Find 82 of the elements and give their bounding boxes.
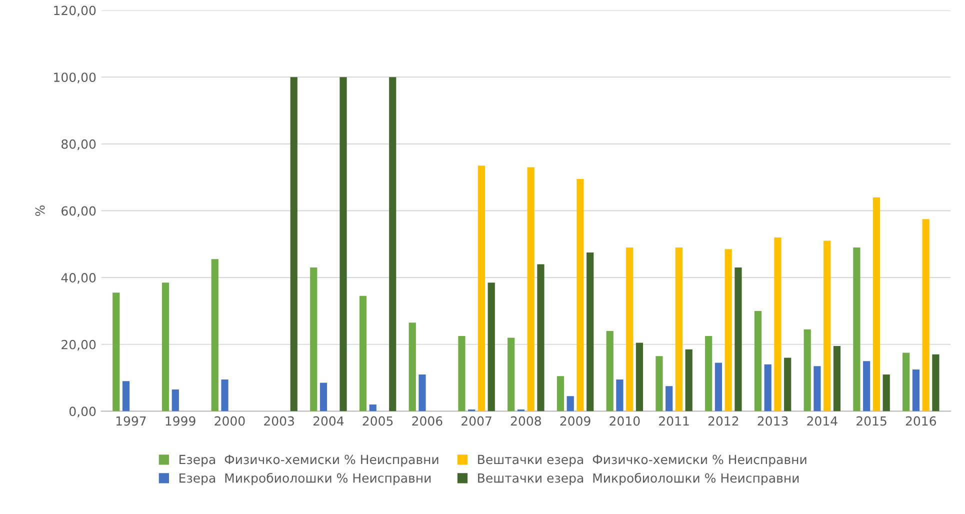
bar (369, 404, 376, 412)
bar (211, 259, 218, 412)
bar (310, 268, 318, 412)
x-tick-label: 2013 (758, 416, 788, 426)
bar (508, 338, 515, 412)
bar (359, 296, 367, 412)
bar (408, 322, 416, 412)
y-axis-title: % (35, 205, 45, 216)
y-tick-label: 100,00 (54, 72, 96, 84)
bar (606, 331, 614, 412)
x-tick-label: 1997 (116, 416, 146, 426)
bar (122, 381, 130, 412)
x-tick-label: 2009 (560, 416, 590, 426)
y-tick-label: 120,00 (54, 6, 96, 16)
bar (478, 166, 486, 412)
bar (340, 77, 347, 412)
x-tick-label: 2016 (906, 416, 936, 426)
bar (290, 77, 298, 412)
bar (656, 356, 663, 412)
y-tick-label: 60,00 (62, 206, 96, 217)
legend-label: Езера Физичко-хемиски % Неисправни (180, 454, 438, 467)
y-tick-label: 80,00 (62, 139, 96, 150)
y-tick-label: 40,00 (61, 273, 96, 284)
x-tick-label: 2015 (856, 416, 886, 426)
bar (705, 336, 712, 412)
x-tick-label: 2005 (362, 416, 393, 426)
legend-label: Вештачки езера Физичко-хемиски % Неисправни (478, 454, 806, 467)
bar (636, 342, 644, 412)
bar (824, 240, 831, 412)
bar (112, 292, 120, 412)
bar (764, 364, 772, 412)
bar (853, 247, 860, 412)
legend-label: Езера Микробиолошки % Неисправни (180, 472, 431, 486)
bar (586, 252, 594, 412)
bar (566, 396, 574, 412)
bar (833, 346, 841, 412)
x-tick-label: 2006 (412, 416, 442, 426)
bar (863, 361, 870, 412)
bar (784, 358, 792, 412)
bar (912, 369, 920, 412)
x-tick-label: 2008 (510, 416, 541, 426)
x-tick-label: 2011 (659, 416, 689, 426)
x-tick-label: 2010 (610, 416, 640, 426)
bar (576, 179, 584, 412)
y-tick-label: 0,00 (69, 406, 96, 418)
bar (922, 219, 930, 412)
x-tick-label: 2003 (264, 416, 294, 426)
bar (724, 249, 732, 412)
bar (932, 354, 940, 412)
bar (626, 247, 634, 412)
bar (556, 376, 564, 412)
bar (458, 336, 466, 412)
x-tick-label: 1999 (166, 416, 196, 426)
bar (902, 352, 910, 412)
bar (418, 374, 426, 412)
bar (872, 197, 880, 412)
bar (804, 329, 811, 412)
bar (734, 268, 742, 412)
bar (685, 349, 692, 412)
bar (537, 264, 544, 412)
bar (882, 374, 890, 412)
bar (774, 237, 782, 412)
x-tick-label: 2007 (462, 416, 492, 426)
bar (172, 389, 179, 412)
x-tick-label: 2004 (313, 416, 344, 426)
bar (527, 167, 534, 412)
bar (389, 77, 396, 412)
bar (754, 310, 762, 412)
bar (320, 382, 328, 412)
x-tick-label: 2000 (214, 416, 245, 426)
bar (714, 362, 722, 412)
bar (675, 247, 683, 412)
bar (488, 282, 495, 412)
legend-label: Вештачки езера Микробиолошки % Неисправни (478, 472, 799, 486)
y-tick-label: 20,00 (62, 340, 96, 351)
x-tick-label: 2014 (807, 416, 838, 426)
x-tick-label: 2012 (708, 416, 738, 426)
bar (616, 379, 624, 412)
bar (162, 282, 170, 412)
bar (814, 366, 821, 412)
bar (221, 379, 228, 412)
bar (666, 386, 673, 412)
